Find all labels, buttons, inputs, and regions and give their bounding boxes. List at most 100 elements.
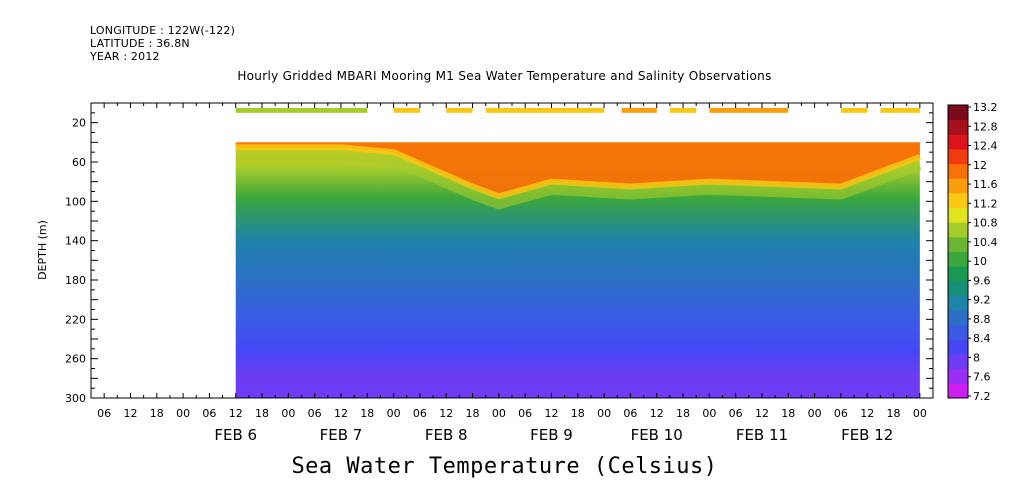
chart-title: Hourly Gridded MBARI Mooring M1 Sea Wate… [237, 69, 772, 83]
colorbar-label: 10.8 [973, 217, 998, 230]
mixed-layer-edge-2 [235, 150, 922, 210]
x-hour-label: 06 [729, 407, 743, 420]
colorbar-swatch [948, 251, 968, 267]
x-hour-label: 00 [387, 407, 401, 420]
y-tick-label: 140 [65, 235, 86, 248]
colorbar-label: 11.2 [973, 197, 998, 210]
latitude-label: LATITUDE : 36.8N [90, 37, 190, 50]
y-tick-label: 260 [65, 353, 86, 366]
colorbar-swatch [948, 134, 968, 150]
colorbar-swatch [948, 354, 968, 370]
year-label: YEAR : 2012 [90, 50, 160, 63]
colorbar-label: 9.6 [973, 274, 991, 287]
x-day-label: FEB 8 [425, 426, 468, 444]
x-day-label: FEB 11 [736, 426, 788, 444]
surface-segment-3 [446, 107, 473, 113]
colorbar-swatch [948, 266, 968, 282]
colorbar-label: 10.4 [973, 236, 998, 249]
surface-segment-4 [485, 107, 605, 113]
y-axis-title: DEPTH (m) [36, 220, 49, 280]
y-axis-labels: 20 60 100 140 180 220 260 300 [65, 117, 86, 405]
x-hour-label: 12 [123, 407, 137, 420]
colorbar-swatch [948, 222, 968, 238]
x-axis-hour-labels: 06 12 18 00 06 12 18 00 06 12 18 00 06 12 18 00 06 12 18 00… [97, 407, 927, 420]
x-day-label: FEB 9 [530, 426, 573, 444]
x-hour-label: 18 [360, 407, 374, 420]
x-hour-label: 18 [150, 407, 164, 420]
colorbar-swatch [948, 207, 968, 223]
x-hour-label: 12 [755, 407, 769, 420]
colorbar-label: 8.8 [973, 313, 991, 326]
colorbar-label: 12.8 [973, 120, 998, 133]
x-hour-label: 06 [97, 407, 111, 420]
x-hour-label: 12 [439, 407, 453, 420]
x-hour-label: 12 [650, 407, 664, 420]
colorbar-swatch [948, 236, 968, 252]
colorbar-swatch [948, 368, 968, 384]
y-tick-label: 20 [72, 117, 86, 130]
x-hour-label: 12 [860, 407, 874, 420]
colorbar-label: 9.2 [973, 294, 991, 307]
x-hour-label: 00 [281, 407, 295, 420]
colorbar-swatch [948, 295, 968, 311]
colorbar-label: 8 [973, 351, 980, 364]
surface-segment-1 [235, 107, 368, 113]
x-day-label: FEB 10 [631, 426, 683, 444]
colorbar-label: 7.6 [973, 371, 991, 384]
x-hour-label: 18 [887, 407, 901, 420]
x-hour-label: 12 [229, 407, 243, 420]
colorbar-swatch [948, 105, 968, 121]
colorbar-label: 12.4 [973, 140, 998, 153]
colorbar-swatch [948, 178, 968, 194]
y-tick-label: 220 [65, 313, 86, 326]
chart-subtitle: Sea Water Temperature (Celsius) [291, 454, 718, 479]
colorbar-label: 11.6 [973, 178, 998, 191]
x-hour-label: 00 [702, 407, 716, 420]
surface-segment-6 [669, 107, 697, 113]
colorbar-swatch [948, 383, 968, 399]
surface-temperature-strip [235, 107, 920, 113]
y-tick-label: 100 [65, 195, 86, 208]
longitude-label: LONGITUDE : 122W(-122) [90, 24, 236, 37]
colorbar-swatch [948, 310, 968, 326]
mixed-layer-edge [235, 144, 921, 200]
x-hour-label: 00 [808, 407, 822, 420]
colorbar-swatch [948, 163, 968, 179]
colorbar-label: 12 [973, 159, 987, 172]
x-hour-label: 06 [308, 407, 322, 420]
plot-area [235, 107, 922, 398]
x-day-label: FEB 7 [320, 426, 363, 444]
colorbar-swatch [948, 148, 968, 165]
x-hour-label: 06 [413, 407, 427, 420]
colorbar-swatch [948, 119, 968, 135]
x-hour-label: 06 [623, 407, 637, 420]
colorbar-swatch [948, 339, 968, 355]
x-hour-label: 12 [544, 407, 558, 420]
x-hour-label: 00 [492, 407, 506, 420]
x-axis-ticks [90, 103, 934, 398]
x-day-label: FEB 6 [214, 426, 257, 444]
y-tick-label: 300 [65, 392, 86, 405]
x-hour-label: 06 [518, 407, 532, 420]
surface-segment-2 [393, 107, 420, 113]
x-axis-day-labels: FEB 6 FEB 7 FEB 8 FEB 9 FEB 10 FEB 11 FEB 12 [214, 426, 893, 444]
x-hour-label: 18 [676, 407, 690, 420]
surface-segment-5 [621, 107, 657, 113]
x-hour-label: 12 [334, 407, 348, 420]
x-hour-label: 18 [781, 407, 795, 420]
colorbar-swatch [948, 192, 968, 209]
y-tick-label: 60 [72, 156, 86, 169]
colorbar-label: 8.4 [973, 332, 991, 345]
colorbar-swatch [948, 324, 968, 340]
surface-segment-9 [880, 107, 920, 113]
y-tick-label: 180 [65, 274, 86, 287]
colorbar-label: 10 [973, 255, 987, 268]
x-hour-label: 06 [834, 407, 848, 420]
colorbar-frame [947, 104, 969, 399]
surface-segment-7 [709, 107, 789, 113]
y-axis-ticks [91, 102, 933, 399]
x-hour-label: 00 [176, 407, 190, 420]
colorbar [947, 104, 971, 399]
surface-segment-8 [840, 107, 868, 113]
